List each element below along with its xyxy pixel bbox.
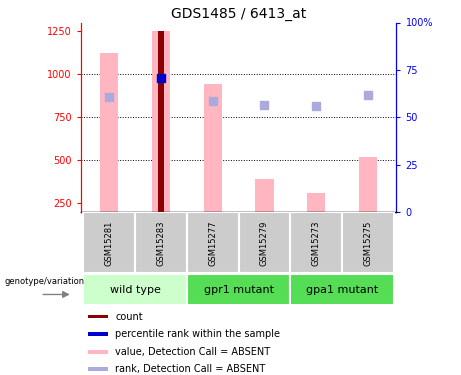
Bar	[83, 274, 187, 305]
Bar	[100, 54, 118, 212]
Text: rank, Detection Call = ABSENT: rank, Detection Call = ABSENT	[115, 364, 265, 374]
Text: GSM15273: GSM15273	[312, 220, 321, 266]
Text: GSM15281: GSM15281	[105, 220, 114, 266]
Bar	[239, 213, 290, 273]
Point	[364, 92, 372, 98]
Text: genotype/variation: genotype/variation	[4, 277, 84, 286]
Point	[209, 98, 216, 104]
Text: GSM15283: GSM15283	[156, 220, 165, 266]
Text: gpa1 mutant: gpa1 mutant	[306, 285, 378, 295]
Text: percentile rank within the sample: percentile rank within the sample	[115, 329, 280, 339]
Bar	[187, 274, 290, 305]
Point	[106, 93, 113, 99]
Bar	[307, 193, 325, 212]
Bar	[342, 213, 394, 273]
Point	[313, 103, 320, 109]
Bar	[83, 213, 135, 273]
Text: GSM15275: GSM15275	[363, 220, 372, 266]
Bar	[88, 368, 108, 371]
Text: GSM15279: GSM15279	[260, 220, 269, 266]
Bar	[255, 179, 273, 212]
Bar	[135, 213, 187, 273]
Title: GDS1485 / 6413_at: GDS1485 / 6413_at	[171, 8, 306, 21]
Bar	[152, 31, 170, 212]
Text: count: count	[115, 312, 142, 322]
Text: value, Detection Call = ABSENT: value, Detection Call = ABSENT	[115, 347, 270, 357]
Text: gpr1 mutant: gpr1 mutant	[204, 285, 273, 295]
Text: wild type: wild type	[110, 285, 160, 295]
Point	[157, 75, 165, 81]
Bar	[290, 274, 394, 305]
Bar	[290, 213, 342, 273]
Bar	[187, 213, 239, 273]
Point	[261, 102, 268, 108]
Bar	[158, 31, 164, 212]
Bar	[204, 84, 222, 212]
Text: GSM15277: GSM15277	[208, 220, 217, 266]
Bar	[88, 315, 108, 318]
Bar	[88, 350, 108, 354]
Bar	[88, 332, 108, 336]
Bar	[359, 157, 377, 212]
